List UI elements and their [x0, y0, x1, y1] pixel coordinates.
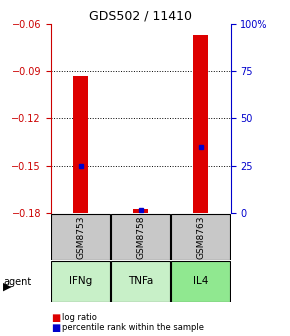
FancyBboxPatch shape	[171, 214, 230, 260]
Text: log ratio: log ratio	[62, 313, 97, 322]
Bar	[73, 76, 88, 213]
FancyBboxPatch shape	[111, 214, 170, 260]
FancyBboxPatch shape	[171, 261, 230, 302]
Text: IFNg: IFNg	[69, 277, 92, 286]
Bar	[193, 35, 208, 213]
Text: GSM8763: GSM8763	[196, 215, 205, 259]
FancyBboxPatch shape	[51, 214, 110, 260]
Bar	[133, 209, 148, 213]
Text: ▶: ▶	[3, 281, 11, 291]
Text: percentile rank within the sample: percentile rank within the sample	[62, 323, 204, 332]
Text: IL4: IL4	[193, 277, 208, 286]
Text: GSM8753: GSM8753	[76, 215, 85, 259]
Text: GSM8758: GSM8758	[136, 215, 145, 259]
FancyBboxPatch shape	[51, 261, 110, 302]
Text: ■: ■	[51, 323, 60, 333]
Text: agent: agent	[3, 277, 31, 287]
Title: GDS502 / 11410: GDS502 / 11410	[89, 9, 192, 23]
FancyBboxPatch shape	[111, 261, 170, 302]
Text: TNFa: TNFa	[128, 277, 153, 286]
Text: ■: ■	[51, 312, 60, 323]
